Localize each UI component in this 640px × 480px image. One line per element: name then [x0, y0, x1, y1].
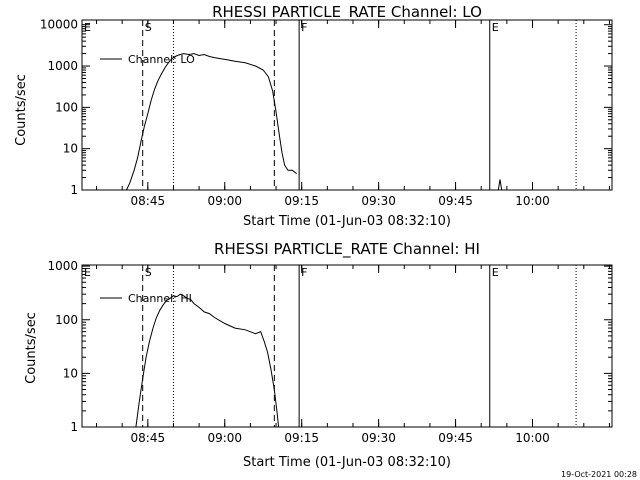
hi-channel-panel: RHESSI PARTICLE_RATE Channel: HI Counts/…: [24, 240, 613, 470]
generation-timestamp: 19-Oct-2021 00:28: [561, 470, 637, 479]
hi-event-label: E: [492, 266, 499, 279]
lo-y-tick-label: 10000: [40, 18, 78, 32]
lo-event-label: F: [301, 21, 307, 34]
hi-x-tick-label: 09:00: [207, 431, 242, 445]
lo-event-label: E: [84, 21, 91, 34]
hi-x-axis-label: Start Time (01-Jun-03 08:32:10): [243, 455, 451, 470]
hi-x-tick-label: 08:45: [131, 431, 166, 445]
hi-y-axis-label: Counts/sec: [24, 312, 39, 384]
lo-x-tick-label: 09:15: [284, 194, 319, 208]
hi-y-tick-label: 1000: [47, 259, 78, 273]
lo-series-line: [126, 53, 297, 191]
lo-channel-panel: RHESSI PARTICLE_RATE Channel: LO Counts/…: [14, 3, 613, 229]
lo-plot-title: RHESSI PARTICLE_RATE Channel: LO: [212, 3, 482, 22]
hi-series-line: [135, 293, 280, 428]
hi-event-label: F: [301, 266, 307, 279]
hi-plot-title: RHESSI PARTICLE_RATE Channel: HI: [214, 240, 480, 259]
lo-x-tick-label: 09:30: [361, 194, 396, 208]
lo-y-axis-label: Counts/sec: [14, 74, 29, 146]
hi-legend-label: Channel: HI: [128, 292, 192, 305]
hi-event-label: S: [145, 266, 152, 279]
lo-x-tick-label: 09:45: [438, 194, 473, 208]
lo-x-tick-label: 09:00: [207, 194, 242, 208]
lo-x-axis-label: Start Time (01-Jun-03 08:32:10): [243, 214, 451, 229]
hi-x-tick-label: 10:00: [515, 431, 550, 445]
lo-event-label: E: [492, 21, 499, 34]
lo-legend-label: Channel: LO: [128, 53, 195, 66]
lo-y-tick-label: 1: [70, 183, 78, 197]
lo-y-tick-label: 100: [55, 100, 78, 114]
hi-event-label: E: [84, 266, 91, 279]
lo-event-label: S: [145, 21, 152, 34]
hi-x-tick-label: 09:30: [361, 431, 396, 445]
hi-y-tick-label: 10: [63, 366, 78, 380]
hi-x-tick-label: 09:15: [284, 431, 319, 445]
hi-y-tick-label: 100: [55, 313, 78, 327]
lo-spike-line: [497, 179, 503, 191]
lo-x-tick-label: 08:45: [131, 194, 166, 208]
hi-y-tick-label: 1: [70, 420, 78, 434]
lo-y-tick-label: 1000: [47, 59, 78, 73]
lo-y-tick-label: 10: [63, 142, 78, 156]
hi-x-tick-label: 09:45: [438, 431, 473, 445]
lo-x-tick-label: 10:00: [515, 194, 550, 208]
